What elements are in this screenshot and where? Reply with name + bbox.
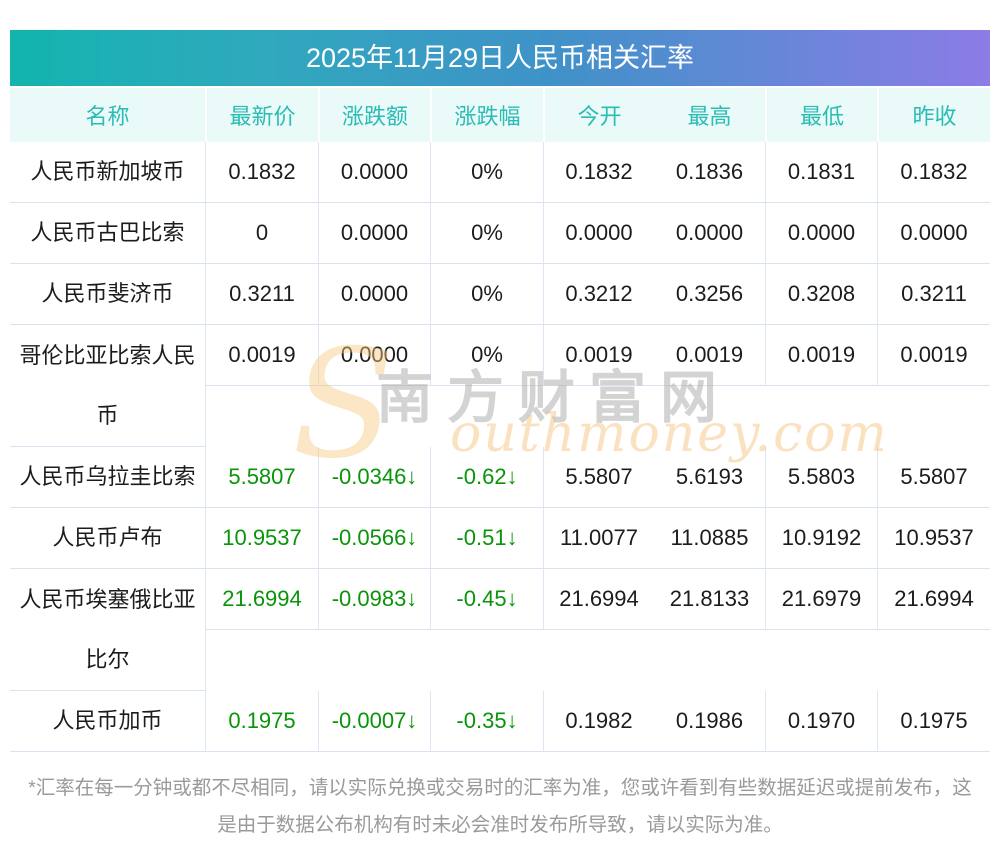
column-header-latest: 最新价 — [205, 88, 318, 142]
disclaimer-note: *汇率在每一分钟或都不尽相同，请以实际兑换或交易时的汇率为准，您或许看到有些数据… — [28, 777, 972, 836]
change-percent: 0% — [430, 264, 543, 325]
latest-price: 10.9537 — [205, 508, 318, 569]
change-amount: 0.0000 — [318, 264, 430, 325]
latest-price: 0.1832 — [205, 142, 318, 203]
high-price: 0.0019 — [654, 325, 765, 386]
table-row: 人民币乌拉圭比索 5.5807 -0.0346↓ -0.62↓ 5.5807 5.6193… — [10, 447, 990, 508]
high-price: 0.3256 — [654, 264, 765, 325]
change-percent: -0.45↓ — [430, 569, 543, 630]
change-percent: -0.62↓ — [430, 447, 543, 508]
prev-close-price: 0.0000 — [877, 203, 990, 264]
low-price: 0.3208 — [765, 264, 877, 325]
open-price: 0.3212 — [543, 264, 654, 325]
prev-close-price: 5.5807 — [877, 447, 990, 508]
change-percent: -0.35↓ — [430, 691, 543, 752]
high-price: 0.1986 — [654, 691, 765, 752]
column-header-prev-close: 昨收 — [877, 88, 990, 142]
latest-price: 0.3211 — [205, 264, 318, 325]
change-amount: -0.0007↓ — [318, 691, 430, 752]
change-amount: 0.0000 — [318, 203, 430, 264]
column-header-change-pct: 涨跌幅 — [430, 88, 543, 142]
open-price: 0.1982 — [543, 691, 654, 752]
page-title: 2025年11月29日人民币相关汇率 — [10, 30, 990, 86]
change-percent: -0.51↓ — [430, 508, 543, 569]
table-row: 哥伦比亚比索人民币 0.0019 0.0000 0% 0.0019 0.0019 0.001… — [10, 325, 990, 447]
low-price: 5.5803 — [765, 447, 877, 508]
table-header-row: 名称 最新价 涨跌额 涨跌幅 今开 最高 最低 昨收 — [10, 88, 990, 142]
high-price: 0.1836 — [654, 142, 765, 203]
low-price: 21.6979 — [765, 569, 877, 630]
change-amount: -0.0983↓ — [318, 569, 430, 630]
currency-pair-name: 人民币斐济币 — [10, 264, 205, 325]
high-price: 11.0885 — [654, 508, 765, 569]
change-amount: 0.0000 — [318, 325, 430, 386]
table-row: 人民币斐济币 0.3211 0.0000 0% 0.3212 0.3256 0.3208 0.… — [10, 264, 990, 325]
change-amount: -0.0346↓ — [318, 447, 430, 508]
low-price: 0.1831 — [765, 142, 877, 203]
currency-pair-name: 人民币埃塞俄比亚比尔 — [10, 569, 205, 691]
open-price: 0.1832 — [543, 142, 654, 203]
high-price: 0.0000 — [654, 203, 765, 264]
high-price: 5.6193 — [654, 447, 765, 508]
prev-close-price: 0.1832 — [877, 142, 990, 203]
low-price: 10.9192 — [765, 508, 877, 569]
table-row: 人民币埃塞俄比亚比尔 21.6994 -0.0983↓ -0.45↓ 21.6994 21… — [10, 569, 990, 691]
change-amount: 0.0000 — [318, 142, 430, 203]
currency-pair-name: 哥伦比亚比索人民币 — [10, 325, 205, 447]
low-price: 0.0000 — [765, 203, 877, 264]
currency-pair-name: 人民币古巴比索 — [10, 203, 205, 264]
latest-price: 0 — [205, 203, 318, 264]
currency-pair-name: 人民币新加坡币 — [10, 142, 205, 203]
change-amount: -0.0566↓ — [318, 508, 430, 569]
prev-close-price: 0.1975 — [877, 691, 990, 752]
latest-price: 0.0019 — [205, 325, 318, 386]
open-price: 0.0019 — [543, 325, 654, 386]
column-header-change: 涨跌额 — [318, 88, 430, 142]
table-row: 人民币新加坡币 0.1832 0.0000 0% 0.1832 0.1836 0.1831 0… — [10, 142, 990, 203]
column-header-low: 最低 — [765, 88, 877, 142]
column-header-name: 名称 — [85, 104, 130, 129]
change-percent: 0% — [430, 142, 543, 203]
table-row: 人民币加币 0.1975 -0.0007↓ -0.35↓ 0.1982 0.1986 0.1… — [10, 691, 990, 752]
prev-close-price: 0.0019 — [877, 325, 990, 386]
column-header-open: 今开 — [543, 88, 654, 142]
prev-close-price: 0.3211 — [877, 264, 990, 325]
latest-price: 21.6994 — [205, 569, 318, 630]
low-price: 0.0019 — [765, 325, 877, 386]
open-price: 21.6994 — [543, 569, 654, 630]
high-price: 21.8133 — [654, 569, 765, 630]
row-spacer — [205, 386, 990, 447]
currency-pair-name: 人民币乌拉圭比索 — [10, 447, 205, 508]
column-header-high: 最高 — [687, 104, 732, 129]
change-percent: 0% — [430, 325, 543, 386]
prev-close-price: 10.9537 — [877, 508, 990, 569]
low-price: 0.1970 — [765, 691, 877, 752]
table-row: 人民币卢布 10.9537 -0.0566↓ -0.51↓ 11.0077 11.0885… — [10, 508, 990, 569]
row-spacer — [205, 630, 990, 691]
currency-pair-name: 人民币加币 — [10, 691, 205, 752]
table-row: 人民币古巴比索 0 0.0000 0% 0.0000 0.0000 0.0000 0.0000 — [10, 203, 990, 264]
latest-price: 5.5807 — [205, 447, 318, 508]
latest-price: 0.1975 — [205, 691, 318, 752]
currency-pair-name: 人民币卢布 — [10, 508, 205, 569]
prev-close-price: 21.6994 — [877, 569, 990, 630]
open-price: 11.0077 — [543, 508, 654, 569]
rate-table-body: 人民币新加坡币 0.1832 0.0000 0% 0.1832 0.1836 0.1831 0… — [10, 142, 990, 752]
open-price: 0.0000 — [543, 203, 654, 264]
open-price: 5.5807 — [543, 447, 654, 508]
change-percent: 0% — [430, 203, 543, 264]
